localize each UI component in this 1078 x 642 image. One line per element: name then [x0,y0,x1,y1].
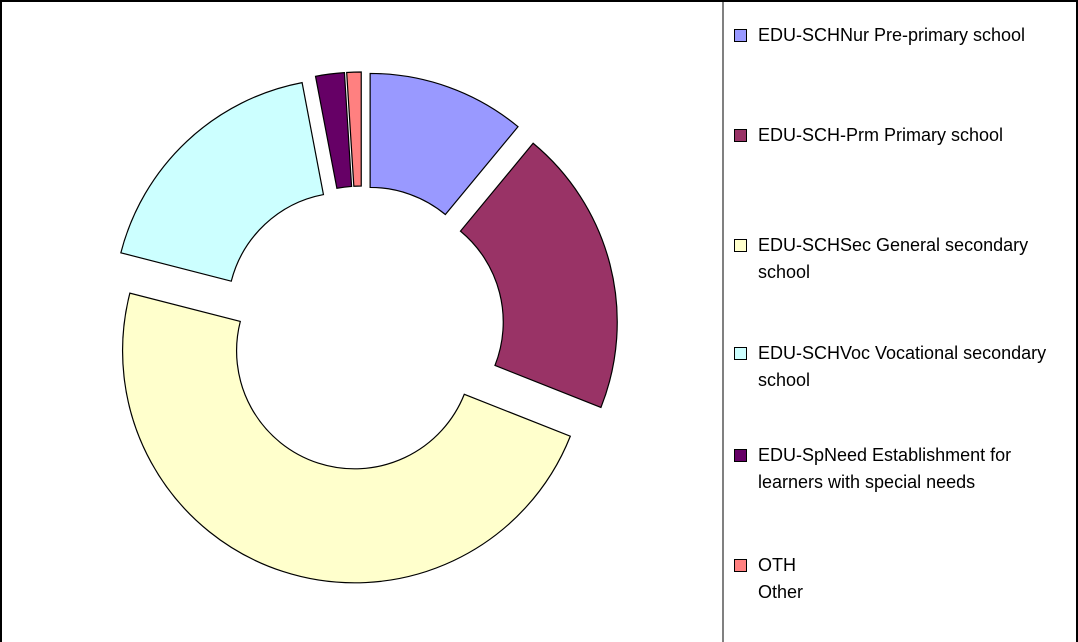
legend-item: EDU-SCH-Prm Primary school [734,122,1064,149]
legend-swatch [734,559,747,572]
legend-item: EDU-SpNeed Establishment for learners wi… [734,442,1064,496]
donut-slice [369,72,519,216]
donut-slice [120,81,325,282]
donut-slice [346,71,362,187]
legend-swatch [734,239,747,252]
legend-swatch [734,29,747,42]
donut-slice [314,72,353,189]
legend-item: OTH Other [734,552,1064,606]
legend-label: OTH Other [758,555,804,602]
legend: EDU-SCHNur Pre-primary school EDU-SCH-Prm… [724,0,1076,642]
legend-swatch [734,129,747,142]
legend-swatch [734,347,747,360]
legend-item: EDU-SCHVoc Vocational secondary school [734,340,1064,394]
donut-slice [122,292,572,584]
legend-label: EDU-SpNeed Establishment for learners wi… [758,445,1012,492]
legend-item: EDU-SCHSec General secondary school [734,232,1064,286]
legend-label: EDU-SCHSec General secondary school [758,235,1029,282]
donut-slice [459,142,618,409]
legend-label: EDU-SCH-Prm Primary school [758,125,1004,145]
legend-item: EDU-SCHNur Pre-primary school [734,22,1064,49]
legend-swatch [734,449,747,462]
legend-label: EDU-SCHNur Pre-primary school [758,25,1026,45]
legend-label: EDU-SCHVoc Vocational secondary school [758,343,1047,390]
